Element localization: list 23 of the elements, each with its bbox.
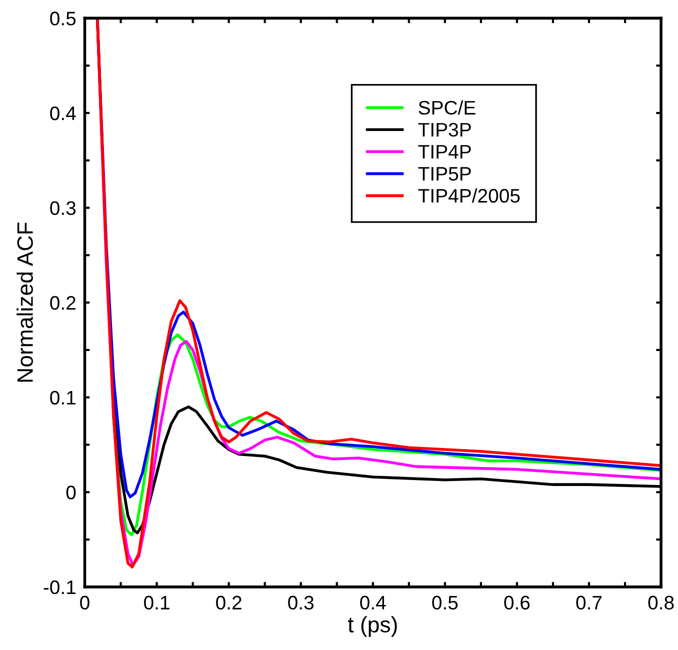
x-tick-label: 0	[80, 596, 90, 610]
legend-label: TIP4P/2005	[418, 188, 520, 203]
y-tick-label: 0.3	[50, 201, 76, 216]
legend-label: TIP4P	[418, 145, 471, 158]
x-tick-label: 0.6	[504, 596, 530, 610]
legend-label: SPC/E	[418, 100, 476, 115]
x-tick-label: 0.7	[576, 596, 602, 610]
legend-label: TIP5P	[418, 167, 471, 181]
x-tick-label: 0.3	[288, 596, 314, 610]
y-tick-label: 0.2	[50, 296, 76, 310]
y-axis-title: Normalized ACF	[16, 222, 33, 382]
y-tick-label: 0.5	[50, 12, 76, 26]
y-tick-label: 0.1	[50, 390, 76, 405]
legend-label: TIP3P	[418, 122, 471, 137]
x-tick-label: 0.8	[648, 596, 674, 610]
x-tick-label: 0.5	[432, 596, 458, 610]
x-tick-label: 0.1	[144, 596, 170, 610]
x-axis-title: t (ps)	[348, 616, 397, 637]
y-tick-label: 0.4	[50, 106, 76, 120]
y-tick-label: -0.1	[44, 580, 76, 594]
x-tick-label: 0.4	[360, 596, 386, 610]
y-tick-label: 0	[66, 486, 76, 500]
x-tick-label: 0.2	[216, 596, 242, 610]
